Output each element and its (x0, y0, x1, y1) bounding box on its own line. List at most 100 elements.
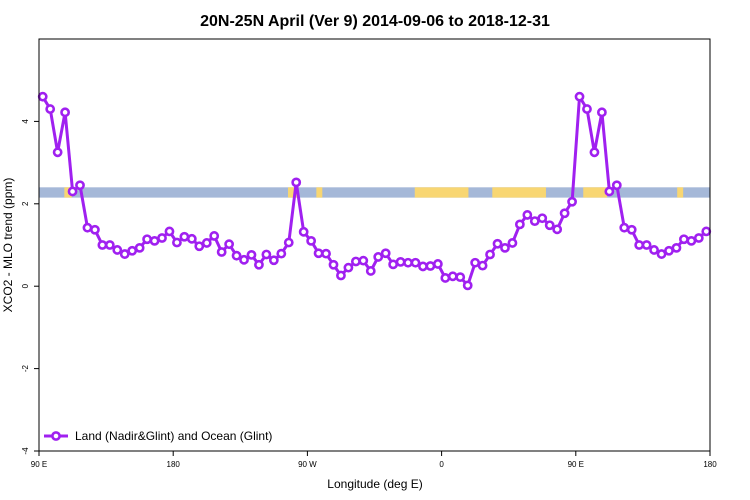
data-point (209, 231, 220, 241)
data-point (604, 186, 615, 197)
data-point (477, 260, 488, 271)
data-point (142, 234, 153, 245)
land-segment (288, 187, 297, 198)
data-point (440, 273, 451, 283)
data-point (194, 241, 205, 252)
data-point (112, 245, 123, 255)
land-segment (316, 187, 323, 198)
y-tick-label: -4 (21, 447, 30, 455)
data-point (231, 250, 242, 261)
data-point (343, 262, 354, 273)
data-point (186, 233, 197, 244)
data-point (455, 272, 466, 283)
data-point (537, 213, 548, 224)
data-point (134, 242, 145, 253)
data-point (686, 235, 697, 246)
y-axis: -4 -2 0 2 4 (21, 119, 39, 455)
land-segment (492, 187, 546, 198)
x-axis: 90 E 180 90 W 0 90 E 180 (31, 451, 717, 469)
land-segment (414, 187, 469, 198)
data-point (283, 237, 294, 248)
data-point (172, 237, 182, 248)
data-point (224, 239, 235, 250)
data-point (418, 261, 428, 272)
data-point (432, 259, 443, 269)
legend: Land (Nadir&Glint) and Ocean (Glint) (44, 429, 272, 443)
data-point (552, 224, 563, 235)
data-point (45, 104, 56, 114)
data-point (380, 248, 391, 259)
data-point (641, 240, 652, 250)
data-point (470, 257, 481, 268)
data-point (104, 240, 115, 250)
legend-marker (51, 431, 61, 441)
data-point (492, 238, 503, 249)
data-point (201, 238, 212, 248)
data-point (559, 208, 570, 219)
data-point (358, 255, 369, 266)
data-point (75, 180, 85, 191)
x-tick-label: 180 (167, 460, 181, 469)
x-tick-label: 180 (703, 460, 717, 469)
data-point (261, 249, 272, 260)
data-point (522, 210, 533, 220)
y-tick-label: 4 (21, 119, 30, 124)
data-point (82, 222, 93, 233)
data-point (321, 248, 331, 259)
data-point (507, 238, 518, 248)
data-point (239, 254, 249, 265)
data-point (336, 270, 346, 281)
data-point (373, 252, 384, 262)
data-point (298, 226, 309, 237)
data-point (254, 259, 264, 270)
data-point (679, 234, 689, 245)
data-point (90, 224, 100, 235)
data-point (246, 249, 257, 260)
data-point (634, 240, 645, 250)
data-point (544, 220, 555, 231)
data-point (649, 245, 659, 255)
land-segment (583, 187, 608, 198)
land-segment (677, 187, 684, 198)
data-point (403, 257, 413, 268)
data-point (97, 240, 108, 250)
data-point (268, 255, 279, 266)
data-point (485, 249, 495, 260)
data-point (425, 261, 436, 271)
data-point (574, 91, 585, 102)
data-point (567, 196, 577, 207)
data-point (388, 259, 399, 270)
y-axis-label: XCO2 - MLO trend (ppm) (1, 178, 15, 313)
data-point (350, 256, 361, 267)
data-point (447, 271, 458, 282)
data-point (306, 235, 317, 246)
x-tick-label: 90 W (298, 460, 317, 469)
data-point (276, 248, 287, 259)
series-layer (37, 91, 712, 291)
data-point (127, 245, 138, 256)
data-point (179, 231, 190, 242)
data-point (582, 104, 592, 114)
data-point (149, 235, 160, 246)
data-point (596, 107, 607, 118)
data-point (529, 216, 540, 227)
data-point (365, 266, 376, 276)
data-point (589, 147, 600, 158)
y-tick-label: 0 (21, 283, 30, 288)
data-point (52, 147, 63, 158)
data-point (216, 247, 227, 257)
chart-title: 20N-25N April (Ver 9) 2014-09-06 to 2018… (200, 13, 550, 30)
y-tick-label: -2 (21, 364, 30, 372)
x-tick-label: 0 (439, 460, 444, 469)
data-point (671, 242, 682, 253)
data-point (60, 107, 70, 118)
data-point (500, 242, 510, 253)
x-tick-label: 90 E (31, 460, 47, 469)
data-point (611, 180, 622, 191)
data-point (462, 280, 473, 291)
data-point (157, 233, 167, 243)
x-tick-label: 90 E (568, 460, 584, 469)
data-point (693, 233, 704, 243)
data-point (626, 224, 637, 235)
